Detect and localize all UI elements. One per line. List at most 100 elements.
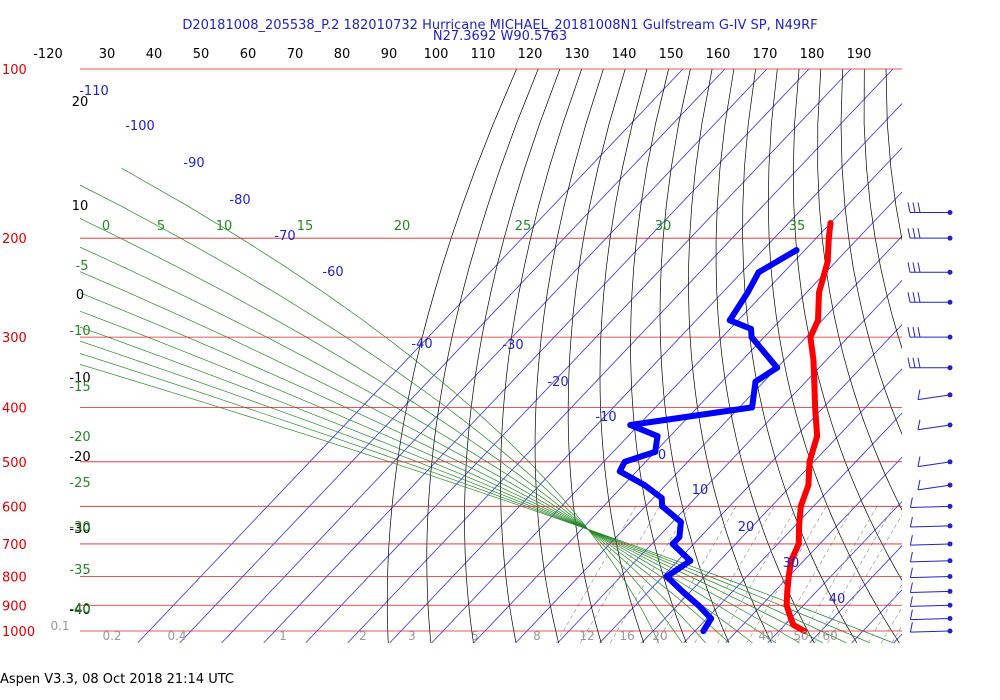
mixing-ratio-label: 1 [279,629,287,643]
mixing-ratio-line [814,506,895,644]
temperature-profile-point [784,588,791,595]
wind-barb-feather [909,534,913,546]
left-scale-label: -10 [69,324,90,339]
mixing-ratio-label: 0.4 [167,629,186,643]
isotherm-label: 0 [658,448,666,463]
isotherm-label: 30 [783,556,800,571]
wind-barb-feather [917,389,921,400]
wind-barb-base [947,602,953,608]
dewpoint-profile-point [658,495,665,502]
mixing-ratio-label: 2 [359,629,367,643]
isotherm-line [893,633,902,644]
moist-adiabat-label: 35 [789,219,806,234]
moist-adiabat-label: 30 [655,219,672,234]
pressure-label: 1000 [2,625,35,640]
mixing-ratio-line [867,583,902,644]
dry-adiabat-line [930,69,1000,643]
temperature-profile-point [797,503,804,510]
dewpoint-profile-point [695,602,702,609]
temperature-profile-point [825,235,832,242]
isotherm-line [936,69,1000,643]
dry-adiabat-label: -40 [69,603,90,618]
wind-barb-feather [907,262,911,273]
pressure-label: 200 [2,232,27,247]
dewpoint-profile-point [726,317,733,324]
wind-barb-base [947,459,953,465]
moist-adiabat-line [80,353,870,644]
top-axis-tick: 130 [565,47,590,62]
top-axis-tick: 180 [800,47,825,62]
mixing-ratio-line [694,506,775,644]
temperature-profile-point [811,378,818,385]
wind-barb-base [947,541,953,547]
isotherm-label: -100 [125,119,155,134]
wind-barb-base [947,235,953,241]
wind-barb-feather [912,327,916,338]
isotherm-label: -80 [229,193,250,208]
wind-barb-column [907,202,953,634]
dewpoint-profile-point [669,540,676,547]
wind-barb-feather [917,202,921,213]
wind-barb [910,576,951,579]
wind-barb-base [947,422,953,428]
top-axis-tick: 90 [381,47,398,62]
pressure-label: 100 [2,63,27,78]
mixing-ratio-label: 8 [533,629,541,643]
isotherm-line [179,68,726,644]
wind-barb-feather [909,567,913,578]
wind-barb [910,617,951,621]
temperature-profile-point [814,433,821,440]
dry-adiabat-line [630,68,687,644]
wind-barb-base [947,615,953,621]
isotherm-label: -70 [274,229,295,244]
isotherm-label: -90 [183,156,204,171]
temperature-profile-point [814,317,821,324]
mixing-ratio-label: 3 [408,629,416,643]
profile-layer [616,220,834,634]
isotherm-line [809,545,902,644]
pressure-label: 600 [2,500,27,515]
wind-barb-feather [909,596,913,607]
wind-barb-base [947,558,953,564]
dewpoint-profile-point [654,433,661,440]
top-axis-tick: 150 [659,47,684,62]
mixing-ratio-label: 5 [471,629,479,643]
wind-barb-feather [912,262,916,273]
dry-adiabat-line [534,68,604,643]
dry-adiabat-line [426,68,539,643]
dewpoint-profile-point [748,325,755,332]
dewpoint-profile-point [652,448,659,455]
isotherm-line [305,68,852,644]
wind-barb-feather [912,202,916,213]
wind-barb-feather [917,419,921,430]
wind-barb-feather [917,292,921,303]
top-axis-tick: 140 [612,47,637,62]
left-scale-label: -20 [69,430,90,445]
top-axis-tick: 40 [146,47,163,62]
left-scale-label: -15 [69,380,90,395]
wind-barb-base [947,588,953,594]
dry-adiabat-label: -30 [69,522,90,537]
temperature-profile-point [824,258,831,265]
isotherm-line [683,412,902,644]
wind-barb-base [947,392,953,398]
mixing-ratio-line [656,506,737,644]
dry-adiabat-label: 10 [72,199,89,214]
temperature-profile-line [783,220,834,634]
dry-adiabat-line [767,68,900,644]
pressure-label: 400 [2,401,27,416]
pressure-label: 900 [2,599,27,614]
moist-adiabat-line [80,271,753,644]
moist-adiabat-label: 15 [297,219,314,234]
wind-barb-base [947,482,953,488]
dewpoint-profile-point [659,503,666,510]
mixing-ratio-line [579,506,660,644]
isotherm-line [599,324,902,644]
wind-barb-base [947,503,953,509]
dry-adiabat-line [500,68,583,643]
wind-barb-feather [907,357,911,368]
dry-adiabat-line [863,68,902,350]
top-axis-tick: 60 [240,47,257,62]
wind-barb-feather [917,262,921,273]
